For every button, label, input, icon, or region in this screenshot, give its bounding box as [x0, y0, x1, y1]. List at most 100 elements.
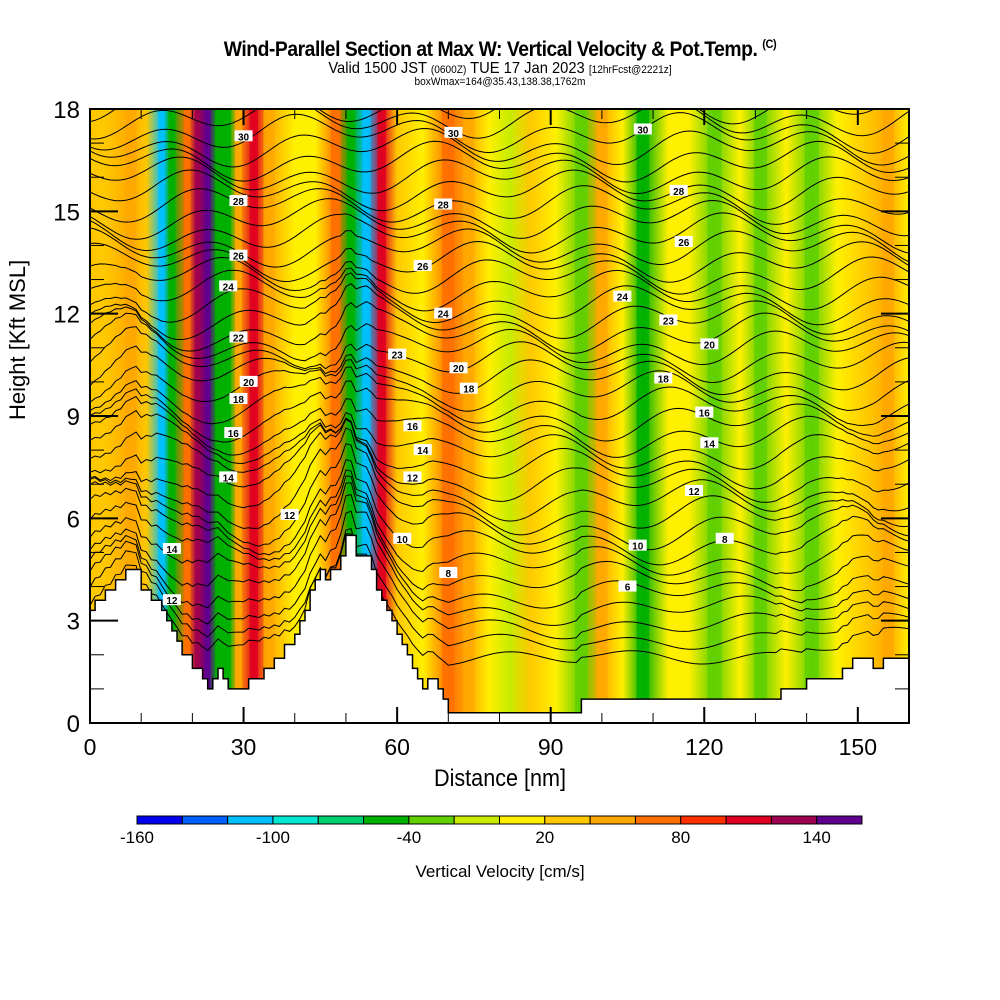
contour-label: 24 — [219, 280, 238, 293]
velocity-column — [215, 109, 221, 723]
velocity-column — [330, 109, 341, 723]
contour-label-text: 8 — [722, 535, 728, 546]
contour-label-text: 12 — [284, 511, 296, 522]
velocity-column — [183, 109, 191, 723]
y-axis-label: Height [Kft MSL] — [5, 259, 30, 420]
contour-label-bg — [224, 427, 243, 439]
contour-label: 20 — [239, 375, 258, 389]
contour-label-text: 18 — [233, 395, 245, 406]
velocity-column — [204, 109, 211, 723]
y-tick-label: 15 — [53, 199, 80, 226]
contour-label-bg — [715, 532, 734, 544]
contour-label-text: 30 — [238, 132, 250, 143]
contour-label-bg — [669, 184, 688, 196]
velocity-column — [168, 109, 176, 723]
contour-label: 30 — [234, 130, 253, 143]
contour-label-bg — [229, 331, 248, 343]
theta-contour-line — [90, 533, 909, 666]
contour-label: 30 — [444, 126, 463, 140]
contour-label: 20 — [700, 338, 719, 351]
contour-label-bg — [219, 280, 238, 292]
theta-contour-line — [90, 494, 909, 626]
contour-label-bg — [628, 539, 647, 551]
theta-contour-line — [90, 283, 909, 340]
velocity-column — [346, 109, 356, 723]
theta-contour-line — [90, 112, 909, 154]
contour-label-text: 6 — [625, 583, 631, 594]
colorbar — [136, 815, 863, 825]
contour-label-bg — [434, 198, 453, 210]
contour-label-text: 12 — [688, 487, 700, 498]
contour-label-bg — [700, 437, 719, 449]
velocity-column — [463, 109, 475, 723]
theta-contour-line — [90, 395, 909, 458]
velocity-column — [225, 109, 232, 723]
contour-label: 16 — [403, 420, 422, 433]
contour-label-bg — [700, 338, 719, 350]
colorbar-tick-label: 80 — [671, 828, 691, 847]
contour-label-text: 24 — [617, 293, 629, 304]
theta-contour-line — [90, 510, 909, 640]
x-tick-label: 30 — [231, 734, 257, 760]
contour-label: 8 — [439, 566, 458, 580]
colorbar-segment — [680, 815, 727, 825]
contour-label-text: 28 — [673, 187, 685, 198]
theta-contour-line — [90, 272, 909, 326]
colorbar-tick-label: -160 — [119, 828, 155, 847]
contour-label-bg — [229, 195, 248, 207]
terrain-profile — [90, 534, 909, 723]
contour-label: 22 — [229, 331, 248, 345]
contour-label-bg — [434, 307, 453, 319]
contour-label-text: 26 — [233, 252, 245, 263]
contour-label: 20 — [449, 362, 468, 375]
contour-label-text: 28 — [233, 197, 245, 208]
theta-contour-line — [90, 443, 909, 551]
contour-label-bg — [695, 406, 714, 418]
contour-label-text: 30 — [637, 125, 649, 136]
theta-contour-line — [90, 109, 909, 140]
contour-label: 14 — [700, 437, 719, 450]
copyright-mark: (C) — [762, 37, 777, 51]
y-tick-label: 6 — [67, 506, 80, 533]
velocity-column — [234, 109, 242, 723]
theta-contour-line — [90, 169, 909, 212]
contour-label-bg — [674, 236, 693, 248]
contour-label-bg — [654, 372, 673, 384]
contour-label-text: 20 — [704, 340, 716, 351]
contour-label-bg — [162, 594, 181, 606]
colorbar-segment — [272, 815, 319, 825]
contour-label-text: 30 — [448, 129, 460, 140]
contour-label-text: 16 — [228, 429, 240, 440]
contour-label-bg — [459, 382, 478, 394]
contour-label-bg — [388, 348, 407, 360]
contour-label-bg — [613, 290, 632, 302]
chart-title-main: Wind-Parallel Section at Max W: Vertical… — [223, 38, 758, 61]
velocity-column — [362, 109, 371, 723]
colorbar-tick-label: 20 — [535, 828, 555, 847]
contour-label: 28 — [434, 198, 453, 212]
theta-contour-line — [90, 527, 909, 651]
contour-label-text: 24 — [438, 310, 450, 321]
contour-label-bg — [280, 508, 299, 520]
forecast-info: [12hrFcst@2221z] — [588, 64, 672, 76]
contour-label: 10 — [393, 532, 412, 546]
contour-label: 16 — [224, 427, 243, 440]
contour-label-text: 22 — [233, 334, 245, 345]
contour-label-bg — [444, 126, 463, 138]
contour-label-text: 23 — [392, 351, 404, 362]
contour-label-bg — [219, 471, 238, 483]
theta-contour-line — [90, 240, 909, 283]
contour-label-text: 14 — [704, 439, 716, 450]
contour-label-bg — [229, 249, 248, 261]
contour-label-bg — [413, 444, 432, 456]
theta-contour-line — [90, 417, 909, 490]
theta-contour-line — [90, 227, 909, 268]
contour-label-text: 8 — [446, 569, 452, 580]
terrain — [90, 534, 909, 723]
colorbar-segment — [544, 815, 591, 825]
contour-label-bg — [633, 123, 652, 135]
contour-label: 26 — [229, 249, 248, 263]
contour-label: 18 — [459, 382, 478, 396]
theta-contour-line — [90, 312, 909, 366]
